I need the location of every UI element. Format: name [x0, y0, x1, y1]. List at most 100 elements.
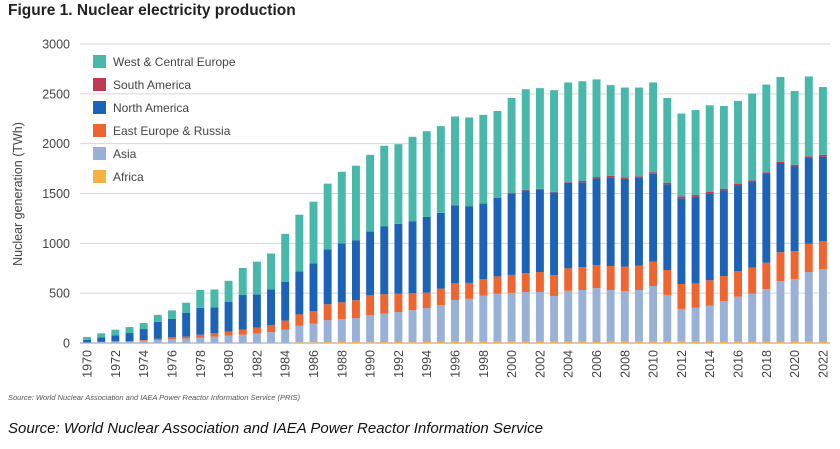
x-tick-label: 1970 [81, 350, 95, 378]
bar-segment [748, 293, 757, 342]
bar-segment [465, 282, 474, 299]
bar-segment [97, 337, 106, 342]
bar-segment [748, 182, 757, 268]
legend-swatch [93, 101, 106, 114]
bar-segment [168, 339, 176, 343]
bar-segment [818, 241, 827, 270]
bar-segment [238, 294, 247, 330]
bar-segment [337, 302, 346, 320]
bar-segment [677, 196, 686, 199]
bar-segment [309, 323, 318, 343]
x-tick-label: 2022 [816, 350, 830, 378]
x-tick-label: 1988 [335, 350, 349, 378]
bar-segment [337, 342, 346, 343]
legend-label: West & Central Europe [113, 55, 236, 69]
bar-segment [451, 341, 459, 343]
bar-segment [366, 342, 375, 343]
bar-segment [620, 178, 629, 267]
bar-segment [224, 280, 233, 302]
bar-segment [139, 340, 148, 341]
bar-segment [818, 156, 827, 242]
x-tick-label: 2000 [505, 350, 519, 378]
bar-segment [436, 212, 445, 289]
x-tick-label: 1980 [222, 350, 236, 378]
bar-segment [125, 341, 134, 343]
x-tick-label: 2012 [675, 350, 689, 378]
x-tick-label: 2008 [618, 350, 632, 378]
bar-segment [649, 341, 658, 343]
bar-segment [125, 333, 134, 342]
bar-segment [705, 105, 714, 193]
bar-segment [366, 231, 375, 296]
bar-segment [719, 276, 728, 302]
bar-segment [252, 261, 261, 295]
bar-segment [776, 163, 785, 253]
bar-segment [535, 291, 544, 342]
bar-segment [238, 267, 247, 295]
bar-segment [380, 313, 389, 343]
bar-segment [394, 312, 403, 343]
bar-segment [606, 177, 615, 267]
bar-segment [182, 338, 191, 343]
bar-segment [550, 341, 559, 343]
bar-segment [592, 177, 601, 179]
bar-segment [521, 89, 530, 190]
bar-segment [238, 334, 247, 343]
bar-segment [337, 243, 346, 303]
bar-segment [309, 342, 318, 343]
bar-segment [493, 276, 502, 294]
bar-segment [224, 335, 233, 343]
bar-segment [663, 294, 672, 342]
x-tick-label: 1990 [364, 350, 378, 378]
bar-segment [705, 305, 714, 342]
bar-segment [521, 273, 530, 293]
bar-segment [351, 318, 360, 342]
bar-segment [663, 182, 672, 185]
bar-segment [196, 337, 205, 343]
bar-segment [635, 265, 643, 290]
bar-segment [422, 342, 431, 343]
bar-segment [451, 116, 459, 206]
bar-segment [408, 221, 417, 294]
bar-segment [493, 110, 502, 198]
bar-segment [168, 318, 176, 338]
x-tick-label: 1992 [392, 350, 406, 378]
y-tick-label: 1500 [42, 187, 70, 201]
x-tick-label: 1982 [250, 350, 264, 378]
bar-segment [691, 283, 700, 308]
bar-segment [521, 341, 530, 343]
bar-segment [776, 341, 785, 343]
bar-segment [210, 333, 219, 337]
bar-segment [436, 288, 445, 306]
y-tick-label: 500 [49, 287, 70, 301]
bar-segment [677, 198, 686, 284]
bar-segment [521, 292, 530, 342]
bar-segment [224, 331, 233, 336]
bar-segment [564, 341, 573, 343]
bar-segment [635, 289, 643, 342]
legend-label: Asia [113, 147, 137, 161]
bar-segment [182, 336, 191, 339]
x-tick-label: 1972 [109, 350, 123, 378]
legend-label: Africa [113, 170, 144, 184]
source-note-small: Source: World Nuclear Association and IA… [8, 393, 301, 402]
bar-segment [422, 216, 431, 293]
bar-segment [97, 342, 106, 343]
bar-segment [564, 82, 573, 183]
bar-segment [111, 341, 120, 343]
bar-segment [168, 337, 176, 340]
bar-segment [719, 341, 728, 343]
bar-segment [776, 76, 785, 162]
bar-segment [804, 272, 813, 342]
bar-segment [139, 340, 148, 343]
bar-segment [323, 342, 332, 343]
bar-segment [649, 261, 658, 286]
y-tick-label: 0 [63, 337, 70, 351]
bar-segment [762, 289, 771, 342]
x-tick-label: 1978 [194, 350, 208, 378]
y-tick-label: 1000 [42, 237, 70, 251]
bar-segment [196, 289, 205, 308]
x-tick-label: 1986 [307, 350, 321, 378]
bar-segment [267, 325, 275, 333]
bar-segment [408, 310, 417, 343]
